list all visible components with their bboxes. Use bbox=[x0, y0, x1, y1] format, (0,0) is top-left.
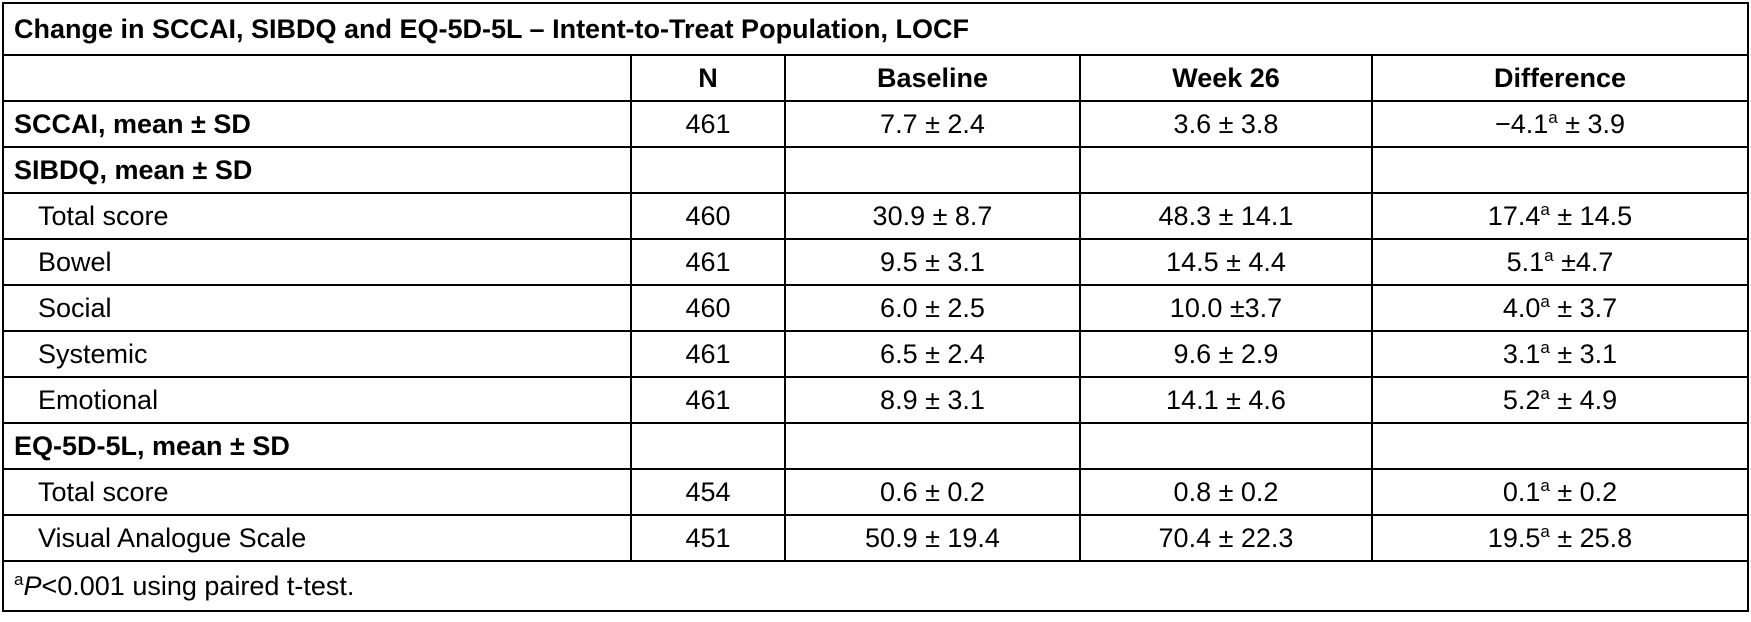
section-label: SCCAI, mean ± SD bbox=[2, 100, 632, 148]
cell-baseline: 9.5 ± 3.1 bbox=[784, 238, 1081, 286]
footnote: aP<0.001 using paired t-test. bbox=[1, 560, 1750, 612]
difference-value: 5.2 bbox=[1502, 385, 1541, 415]
cell-difference bbox=[1370, 422, 1750, 470]
cell-week-26: 70.4 ± 22.3 bbox=[1079, 514, 1373, 562]
cell-n: 451 bbox=[630, 514, 786, 562]
header-empty-cell bbox=[2, 54, 632, 102]
header-n: N bbox=[630, 54, 786, 102]
cell-week-26 bbox=[1079, 146, 1373, 194]
cell-week-26 bbox=[1079, 422, 1373, 470]
table-row: Systemic 461 6.5 ± 2.4 9.6 ± 2.9 3.1a ± 3.1 bbox=[2, 330, 1750, 378]
cell-n: 461 bbox=[630, 330, 786, 378]
significance-marker: a bbox=[1548, 108, 1558, 127]
difference-sd: ± 3.9 bbox=[1557, 109, 1626, 139]
difference-value: 3.1 bbox=[1502, 339, 1541, 369]
cell-n: 454 bbox=[630, 468, 786, 516]
cell-baseline: 6.5 ± 2.4 bbox=[784, 330, 1081, 378]
cell-n: 460 bbox=[630, 284, 786, 332]
cell-difference: 5.2a ± 4.9 bbox=[1370, 376, 1750, 424]
section-row: SCCAI, mean ± SD 461 7.7 ± 2.4 3.6 ± 3.8 −4.… bbox=[2, 100, 1750, 148]
footnote-marker: a bbox=[14, 570, 24, 589]
cell-n bbox=[630, 146, 786, 194]
cell-baseline bbox=[784, 146, 1081, 194]
footnote-row: aP<0.001 using paired t-test. bbox=[1, 560, 1750, 612]
table-row: Bowel 461 9.5 ± 3.1 14.5 ± 4.4 5.1a ±4.7 bbox=[2, 238, 1750, 286]
cell-week-26: 9.6 ± 2.9 bbox=[1079, 330, 1373, 378]
table-row: Visual Analogue Scale 451 50.9 ± 19.4 70.4 … bbox=[2, 514, 1750, 562]
cell-baseline: 6.0 ± 2.5 bbox=[784, 284, 1081, 332]
cell-difference: 4.0a ± 3.7 bbox=[1370, 284, 1750, 332]
table-row: Total score 460 30.9 ± 8.7 48.3 ± 14.1 17.4a… bbox=[2, 192, 1750, 240]
table-row: Emotional 461 8.9 ± 3.1 14.1 ± 4.6 5.2a ± 4.… bbox=[2, 376, 1750, 424]
row-label: Visual Analogue Scale bbox=[2, 514, 632, 562]
table-title: Change in SCCAI, SIBDQ and EQ-5D-5L – In… bbox=[1, 2, 1750, 56]
significance-marker: a bbox=[1540, 200, 1550, 219]
section-label: EQ-5D-5L, mean ± SD bbox=[2, 422, 632, 470]
row-label: Total score bbox=[2, 468, 632, 516]
footnote-p-symbol: P bbox=[23, 571, 42, 601]
table-row: Total score 454 0.6 ± 0.2 0.8 ± 0.2 0.1a ± 0… bbox=[2, 468, 1750, 516]
cell-difference: 3.1a ± 3.1 bbox=[1370, 330, 1750, 378]
difference-value: 4.0 bbox=[1502, 293, 1541, 323]
row-label: Systemic bbox=[2, 330, 632, 378]
cell-week-26: 14.1 ± 4.6 bbox=[1079, 376, 1373, 424]
cell-difference: 0.1a ± 0.2 bbox=[1370, 468, 1750, 516]
header-week-26: Week 26 bbox=[1079, 54, 1373, 102]
table-row: Social 460 6.0 ± 2.5 10.0 ±3.7 4.0a ± 3.7 bbox=[2, 284, 1750, 332]
row-label: Bowel bbox=[2, 238, 632, 286]
header-difference: Difference bbox=[1370, 54, 1750, 102]
row-label: Emotional bbox=[2, 376, 632, 424]
cell-week-26: 48.3 ± 14.1 bbox=[1079, 192, 1373, 240]
significance-marker: a bbox=[1540, 338, 1550, 357]
cell-n: 460 bbox=[630, 192, 786, 240]
cell-n: 461 bbox=[630, 100, 786, 148]
section-row: EQ-5D-5L, mean ± SD bbox=[2, 422, 1750, 470]
significance-marker: a bbox=[1540, 522, 1550, 541]
difference-sd: ±4.7 bbox=[1553, 247, 1614, 277]
cell-baseline bbox=[784, 422, 1081, 470]
difference-value: 0.1 bbox=[1502, 477, 1541, 507]
cell-n bbox=[630, 422, 786, 470]
cell-week-26: 10.0 ±3.7 bbox=[1079, 284, 1373, 332]
row-label: Total score bbox=[2, 192, 632, 240]
cell-baseline: 50.9 ± 19.4 bbox=[784, 514, 1081, 562]
section-row: SIBDQ, mean ± SD bbox=[2, 146, 1750, 194]
cell-difference: 17.4a ± 14.5 bbox=[1370, 192, 1750, 240]
cell-difference: −4.1a ± 3.9 bbox=[1370, 100, 1750, 148]
footnote-text: <0.001 using paired t-test. bbox=[41, 571, 355, 601]
title-row: Change in SCCAI, SIBDQ and EQ-5D-5L – In… bbox=[1, 2, 1750, 56]
cell-baseline: 8.9 ± 3.1 bbox=[784, 376, 1081, 424]
cell-n: 461 bbox=[630, 376, 786, 424]
difference-sd: ± 4.9 bbox=[1549, 385, 1618, 415]
difference-value: −4.1 bbox=[1494, 109, 1549, 139]
cell-baseline: 0.6 ± 0.2 bbox=[784, 468, 1081, 516]
cell-baseline: 30.9 ± 8.7 bbox=[784, 192, 1081, 240]
difference-sd: ± 0.2 bbox=[1549, 477, 1618, 507]
significance-marker: a bbox=[1540, 476, 1550, 495]
cell-week-26: 3.6 ± 3.8 bbox=[1079, 100, 1373, 148]
significance-marker: a bbox=[1544, 246, 1554, 265]
cell-baseline: 7.7 ± 2.4 bbox=[784, 100, 1081, 148]
section-label: SIBDQ, mean ± SD bbox=[2, 146, 632, 194]
difference-sd: ± 3.1 bbox=[1549, 339, 1618, 369]
row-label: Social bbox=[2, 284, 632, 332]
cell-difference: 19.5a ± 25.8 bbox=[1370, 514, 1750, 562]
results-table-container: Change in SCCAI, SIBDQ and EQ-5D-5L – In… bbox=[1, 2, 1750, 612]
cell-week-26: 14.5 ± 4.4 bbox=[1079, 238, 1373, 286]
difference-sd: ± 25.8 bbox=[1549, 523, 1633, 553]
difference-sd: ± 14.5 bbox=[1549, 201, 1633, 231]
cell-week-26: 0.8 ± 0.2 bbox=[1079, 468, 1373, 516]
header-baseline: Baseline bbox=[784, 54, 1081, 102]
difference-value: 17.4 bbox=[1487, 201, 1541, 231]
results-table: Change in SCCAI, SIBDQ and EQ-5D-5L – In… bbox=[1, 2, 1750, 612]
header-row: N Baseline Week 26 Difference bbox=[2, 54, 1750, 102]
difference-sd: ± 3.7 bbox=[1549, 293, 1618, 323]
difference-value: 5.1 bbox=[1506, 247, 1545, 277]
significance-marker: a bbox=[1540, 384, 1550, 403]
significance-marker: a bbox=[1540, 292, 1550, 311]
cell-difference: 5.1a ±4.7 bbox=[1370, 238, 1750, 286]
cell-difference bbox=[1370, 146, 1750, 194]
cell-n: 461 bbox=[630, 238, 786, 286]
difference-value: 19.5 bbox=[1487, 523, 1541, 553]
